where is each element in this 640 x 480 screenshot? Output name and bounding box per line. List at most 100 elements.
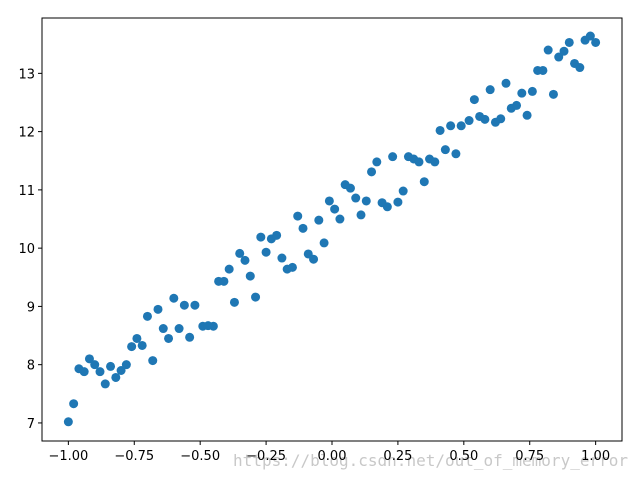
x-tick-label: 0.25 (383, 449, 412, 464)
point (522, 110, 532, 120)
point (517, 88, 527, 98)
plot-frame (41, 17, 623, 442)
point (451, 149, 461, 159)
point (314, 215, 324, 225)
point (116, 366, 126, 375)
point (388, 152, 398, 162)
point (251, 292, 261, 302)
x-tick-label: −0.75 (114, 449, 154, 464)
point (164, 333, 174, 343)
x-tick-label: −0.50 (180, 449, 220, 464)
point (496, 114, 506, 124)
point (240, 255, 250, 265)
y-tick-label: 7 (27, 417, 35, 432)
point (485, 85, 495, 95)
point (169, 293, 179, 303)
point (106, 361, 116, 371)
point (538, 65, 548, 75)
point (277, 253, 287, 263)
y-tick-label: 12 (18, 126, 35, 141)
point (372, 157, 382, 167)
point (564, 37, 574, 47)
point (324, 196, 334, 206)
point (414, 157, 424, 167)
point (575, 63, 585, 73)
watermark: https://blog.csdn.net/out_of_memory_erro… (233, 451, 628, 470)
point (591, 37, 601, 47)
point (585, 31, 595, 41)
point (335, 214, 345, 224)
point (527, 86, 537, 96)
point (345, 183, 355, 193)
point (142, 311, 152, 321)
x-tick-label: 0.75 (515, 449, 544, 464)
point (356, 210, 366, 220)
point (256, 232, 266, 242)
y-tick-label: 10 (18, 242, 35, 257)
y-tick-label: 13 (18, 67, 35, 82)
point (293, 211, 303, 221)
point (137, 340, 147, 350)
point (174, 324, 184, 334)
point (393, 197, 403, 207)
point (501, 78, 511, 88)
point (148, 356, 158, 366)
point (95, 367, 105, 377)
point (430, 157, 440, 167)
point (287, 262, 297, 272)
point (185, 332, 195, 342)
point (127, 342, 137, 352)
point (229, 297, 239, 307)
point (245, 271, 255, 281)
x-tick-label: −1.00 (48, 449, 88, 464)
point (219, 276, 229, 286)
point (235, 248, 245, 258)
point (100, 379, 110, 389)
point (319, 238, 329, 248)
y-tick-label: 8 (27, 359, 35, 374)
x-tick-label: 1.00 (581, 449, 610, 464)
point (351, 193, 361, 203)
point (179, 300, 189, 310)
y-tick-label: 11 (18, 184, 35, 199)
point (298, 223, 308, 233)
point (84, 354, 94, 364)
point (208, 321, 218, 331)
point (554, 52, 564, 62)
point (111, 372, 121, 382)
point (469, 95, 479, 105)
point (79, 367, 89, 377)
x-tick-label: −0.25 (246, 449, 286, 464)
point (543, 45, 553, 55)
point (224, 264, 234, 274)
point (261, 247, 271, 257)
point (548, 89, 558, 99)
point (272, 230, 282, 240)
point (330, 204, 340, 214)
point (158, 324, 168, 334)
point (456, 121, 466, 131)
point (69, 399, 79, 409)
point (121, 360, 131, 370)
point (435, 125, 445, 135)
x-tick-label: 0.50 (449, 449, 478, 464)
point (440, 145, 450, 155)
point (398, 186, 408, 196)
y-tick-label: 9 (27, 300, 35, 315)
point (464, 116, 474, 126)
point (190, 300, 200, 310)
point (382, 202, 392, 212)
point (512, 100, 522, 110)
point (559, 46, 569, 56)
point (480, 114, 490, 124)
point (63, 417, 73, 427)
point (446, 121, 456, 131)
point (309, 254, 319, 264)
point (361, 196, 371, 206)
point (367, 167, 377, 177)
x-tick-label: 0.00 (318, 449, 347, 464)
point (132, 333, 142, 343)
point (419, 177, 429, 187)
